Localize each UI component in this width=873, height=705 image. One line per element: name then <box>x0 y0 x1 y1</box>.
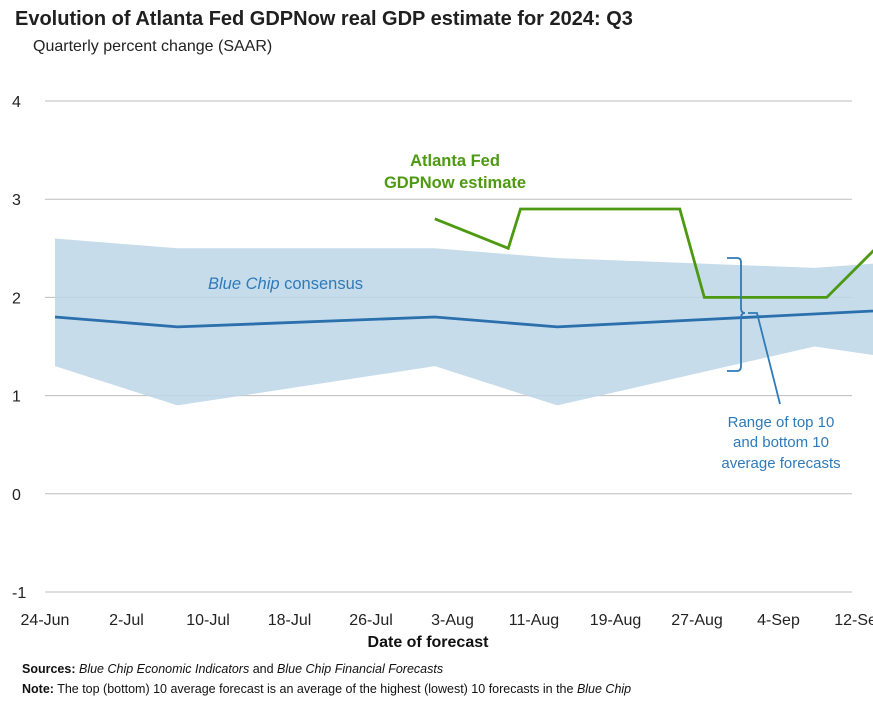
bluechip-label-rest: consensus <box>280 275 363 293</box>
x-tick-label: 10-Jul <box>186 612 230 629</box>
sources-label: Sources: <box>22 662 76 676</box>
y-tick-label: 0 <box>12 487 21 504</box>
range-band-layer <box>55 238 873 406</box>
x-tick-label: 18-Jul <box>268 612 312 629</box>
y-tick-label: 3 <box>12 192 21 209</box>
chart-title: Evolution of Atlanta Fed GDPNow real GDP… <box>15 8 633 30</box>
y-tick-label: 4 <box>12 94 21 111</box>
bluechip-label-italic: Blue Chip <box>208 275 280 293</box>
note-italic: Blue Chip <box>576 682 632 696</box>
footer-note: Note: The top (bottom) 10 average foreca… <box>22 682 631 696</box>
range-bracket-shape <box>727 257 746 372</box>
bluechip-consensus-line <box>54 309 873 329</box>
x-axis-label: Date of forecast <box>368 634 490 651</box>
gdpnow-label-line2: GDPNow estimate <box>384 174 526 192</box>
x-tick-label: 19-Aug <box>590 612 642 629</box>
y-tick-label: -1 <box>12 585 26 602</box>
range-label-line2: and bottom 10 <box>733 434 829 451</box>
note-text: The top (bottom) 10 average forecast is … <box>53 682 577 696</box>
chart-subtitle: Quarterly percent change (SAAR) <box>33 38 273 55</box>
range-bracket-pointer <box>748 312 781 405</box>
x-tick-label: 2-Jul <box>109 612 144 629</box>
x-tick-labels: 24-Jun 2-Jul 10-Jul 18-Jul 26-Jul 3-Aug 11-Aug… <box>21 612 873 629</box>
range-label-line1: Range of top 10 <box>728 414 835 431</box>
sources-and: and <box>249 662 278 676</box>
gdpnow-label-line1: Atlanta Fed <box>410 152 500 170</box>
x-tick-label: 12-Sep <box>834 612 873 629</box>
x-tick-label: 27-Aug <box>671 612 723 629</box>
x-tick-label: 11-Aug <box>509 612 559 629</box>
sources-italic-2: Blue Chip Financial Forecasts <box>277 662 444 676</box>
x-tick-label: 4-Sep <box>757 612 800 629</box>
sources-italic-1: Blue Chip Economic Indicators <box>78 662 250 676</box>
range-band <box>55 238 873 406</box>
range-label-line3: average forecasts <box>721 455 840 472</box>
y-tick-label: 1 <box>12 389 21 406</box>
y-tick-label: 2 <box>12 290 21 307</box>
series-layer <box>54 207 873 329</box>
note-label: Note: <box>22 682 54 696</box>
x-tick-label: 24-Jun <box>21 612 70 629</box>
range-bracket <box>727 257 781 405</box>
bluechip-label: Blue Chip consensus <box>208 275 363 293</box>
footer-sources: Sources: Blue Chip Economic Indicators a… <box>22 662 443 676</box>
x-tick-label: 26-Jul <box>349 612 393 629</box>
y-tick-labels: 4 3 2 1 0 -1 <box>12 94 26 602</box>
x-tick-label: 3-Aug <box>431 612 474 629</box>
gdpnow-series-line <box>434 207 873 299</box>
